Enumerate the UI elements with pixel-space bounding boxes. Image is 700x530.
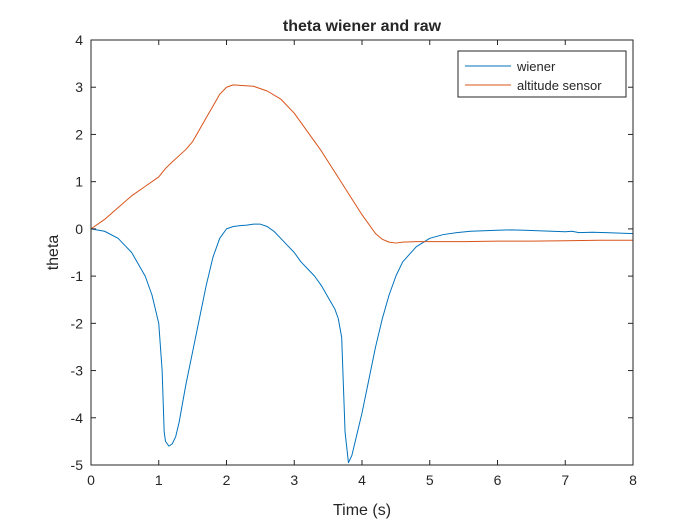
series-line-altitude-sensor: [90, 84, 633, 244]
y-axis-label: theta: [45, 235, 62, 271]
legend: wiener altitude sensor: [457, 50, 627, 98]
y-tick-label: 3: [75, 79, 83, 95]
y-tick-label: -5: [71, 457, 84, 473]
x-tick-label: 8: [629, 472, 637, 488]
plot-background: [91, 40, 633, 465]
series-layer: [90, 84, 634, 464]
x-tick-label: 2: [223, 472, 231, 488]
chart-title: theta wiener and raw: [283, 18, 442, 35]
legend-box: [457, 50, 627, 98]
x-tick-label: 0: [87, 472, 95, 488]
y-tick-label: -4: [71, 410, 84, 426]
series-line-wiener: [90, 223, 634, 464]
plot-area: [91, 40, 633, 465]
x-tick-label: 1: [155, 472, 163, 488]
x-tick-label: 5: [426, 472, 434, 488]
y-tick-label: 2: [75, 126, 83, 142]
x-axis-label: Time (s): [333, 502, 391, 519]
y-tick-label: 0: [75, 221, 83, 237]
legend-label: altitude sensor: [517, 78, 602, 93]
y-tick-label: 1: [75, 174, 83, 190]
x-tick-label: 7: [561, 472, 569, 488]
x-tick-label: 6: [494, 472, 502, 488]
y-tick-label: -1: [71, 268, 84, 284]
y-tick-label: -2: [71, 315, 84, 331]
x-tick-label: 3: [290, 472, 298, 488]
y-tick-label: 4: [75, 32, 83, 48]
x-tick-label: 4: [358, 472, 366, 488]
axes-layer: 0 1 2 3 4 5 6 7 8 -5 -4 -3 -2 -1 0 1 2 3 4: [71, 32, 638, 488]
y-tick-label: -3: [71, 363, 84, 379]
legend-label: wiener: [516, 59, 556, 74]
